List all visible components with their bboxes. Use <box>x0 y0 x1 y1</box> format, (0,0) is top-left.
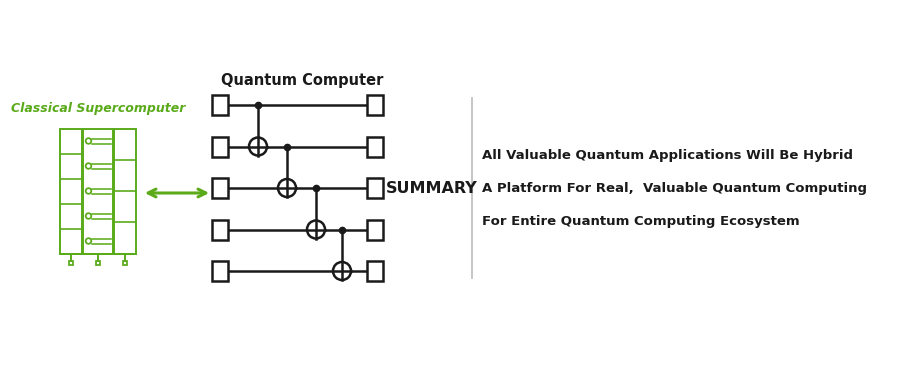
Bar <box>123 260 128 265</box>
Circle shape <box>278 179 296 197</box>
Text: SUMMARY: SUMMARY <box>386 180 478 195</box>
Bar <box>212 136 228 157</box>
Bar <box>83 129 113 254</box>
Bar <box>367 178 383 198</box>
Text: All Valuable Quantum Applications Will Be Hybrid: All Valuable Quantum Applications Will B… <box>482 149 853 162</box>
Bar <box>367 219 383 239</box>
Bar <box>212 95 228 115</box>
Circle shape <box>249 137 267 155</box>
Bar <box>60 129 82 254</box>
Bar <box>114 129 136 254</box>
Text: Quantum Computer: Quantum Computer <box>221 73 383 88</box>
Bar <box>212 219 228 239</box>
Circle shape <box>333 262 351 280</box>
Text: For Entire Quantum Computing Ecosystem: For Entire Quantum Computing Ecosystem <box>482 214 799 228</box>
Bar <box>96 260 100 265</box>
Bar <box>68 260 73 265</box>
Circle shape <box>307 221 325 239</box>
Bar <box>367 261 383 281</box>
Bar <box>367 95 383 115</box>
Bar <box>212 261 228 281</box>
Bar <box>367 136 383 157</box>
Text: A Platform For Real,  Valuable Quantum Computing: A Platform For Real, Valuable Quantum Co… <box>482 182 867 195</box>
Bar <box>212 178 228 198</box>
Text: Classical Supercomputer: Classical Supercomputer <box>11 101 185 115</box>
